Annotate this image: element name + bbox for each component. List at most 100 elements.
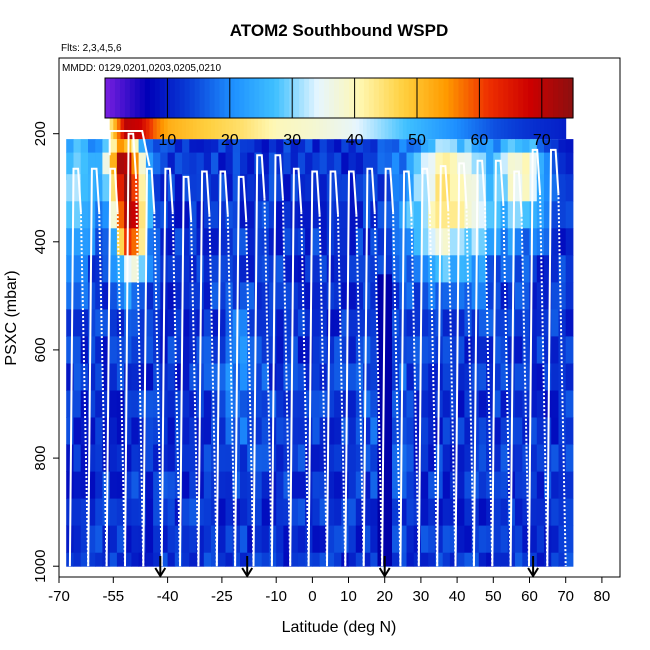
heatmap-cell <box>334 336 342 364</box>
latitude-arrows <box>154 556 539 578</box>
heatmap-cell <box>283 139 292 154</box>
colorbar-segment <box>473 78 480 118</box>
heatmap-cell <box>145 228 154 256</box>
heatmap-cell <box>457 363 465 391</box>
heatmap-cell <box>558 174 567 202</box>
heatmap-cell <box>551 525 559 554</box>
heatmap-cell <box>326 498 335 527</box>
heatmap-cell <box>73 498 82 527</box>
heatmap-cell <box>413 471 422 500</box>
heatmap-cell <box>268 201 277 229</box>
heatmap-cell <box>116 201 125 229</box>
heatmap-cell <box>66 390 74 418</box>
heatmap-cell <box>203 552 212 567</box>
heatmap-cell <box>276 174 284 202</box>
heatmap-cell <box>406 525 415 554</box>
heatmap-cell <box>529 417 538 445</box>
heatmap-cell <box>312 255 321 283</box>
colorbar-segment <box>319 78 325 118</box>
heatmap-cell <box>551 174 559 202</box>
heatmap-cell <box>420 282 429 310</box>
jet-band-cell <box>410 112 415 140</box>
heatmap-cell <box>88 336 96 364</box>
jet-band-cell <box>127 112 132 140</box>
heatmap-cell <box>341 336 349 364</box>
heatmap-cell <box>428 201 436 229</box>
jet-band-cell <box>507 112 512 140</box>
heatmap-cell <box>536 444 545 472</box>
colorbar-segment <box>423 78 430 118</box>
heatmap-cell <box>211 363 219 391</box>
heatmap-cell <box>529 525 538 554</box>
heatmap-cell <box>109 282 118 310</box>
heatmap-cell <box>428 139 436 154</box>
heatmap-cell <box>341 255 349 283</box>
heatmap-cell <box>211 390 219 418</box>
heatmap-cell <box>305 309 313 337</box>
heatmap-cell <box>88 444 96 472</box>
heatmap-cell <box>334 228 342 256</box>
flight-profiles <box>68 130 567 567</box>
heatmap-cell <box>522 471 530 500</box>
jet-band-cell <box>254 112 259 140</box>
heatmap-cell <box>341 228 349 256</box>
heatmap-cell <box>406 201 415 229</box>
jet-band-cell <box>247 112 252 140</box>
heatmap-cell <box>348 139 357 154</box>
heatmap-cell <box>240 471 248 500</box>
heatmap-cell <box>109 201 118 229</box>
colorbar-segment <box>393 78 400 118</box>
heatmap-cell <box>145 139 154 154</box>
jet-band-cell <box>326 112 331 140</box>
heatmap-cell <box>203 255 212 283</box>
heatmap-cell <box>290 471 299 500</box>
heatmap-cell <box>565 336 574 364</box>
heatmap-cell <box>232 152 241 181</box>
heatmap-cell <box>334 255 342 283</box>
jet-band-cell <box>221 112 226 140</box>
x-tick-label: -55 <box>102 588 124 605</box>
heatmap-cell <box>464 174 473 202</box>
heatmap-cell <box>551 417 559 445</box>
heatmap-cell <box>283 174 292 202</box>
heatmap-cell <box>232 201 241 229</box>
heatmap-cell <box>428 552 436 567</box>
heatmap-cell <box>435 152 444 181</box>
heatmap-cell <box>189 139 197 154</box>
heatmap-cell <box>413 363 422 391</box>
heatmap-cell <box>399 152 407 181</box>
heatmap-cell <box>478 498 487 527</box>
x-axis-label: Latitude (deg N) <box>282 619 397 636</box>
heatmap-cell <box>203 390 212 418</box>
heatmap-cell <box>558 282 567 310</box>
heatmap-cell <box>370 417 378 445</box>
heatmap-cell <box>203 498 212 527</box>
jet-band-cell <box>486 112 491 140</box>
heatmap-cell <box>66 255 74 283</box>
heatmap-cell <box>493 498 501 527</box>
heatmap-cell <box>355 201 364 229</box>
heatmap-cell <box>457 471 465 500</box>
heatmap-cell <box>254 139 263 154</box>
heatmap-cell <box>203 336 212 364</box>
colorbar-segment <box>378 78 385 118</box>
heatmap-cell <box>363 525 371 554</box>
heatmap-cell <box>232 552 241 567</box>
heatmap-cell <box>500 444 509 472</box>
heatmap-cell <box>558 471 567 500</box>
heatmap-cell <box>254 498 263 527</box>
heatmap-cell <box>406 255 415 283</box>
jet-band-cell <box>533 112 538 140</box>
heatmap-cell <box>189 255 197 283</box>
heatmap-cell <box>493 174 501 202</box>
heatmap-cell <box>420 525 429 554</box>
heatmap-cell <box>392 498 400 527</box>
heatmap-cell <box>565 255 574 283</box>
heatmap-cell <box>449 309 458 337</box>
jet-band-cell <box>536 112 541 140</box>
jet-band-cell <box>355 112 360 140</box>
heatmap-cell <box>268 309 277 337</box>
heatmap-cell <box>80 525 89 554</box>
heatmap-cell <box>182 498 190 527</box>
x-tick-label: 20 <box>376 588 393 605</box>
